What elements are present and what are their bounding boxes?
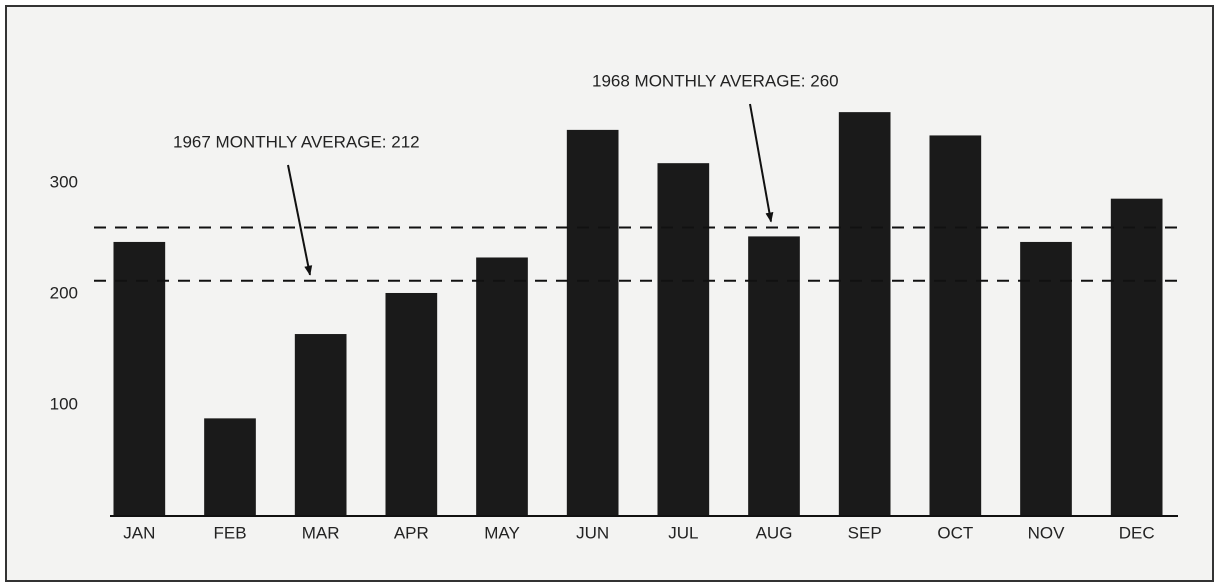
x-tick-label: JUN (576, 523, 609, 542)
y-tick-label: 300 (50, 173, 78, 192)
bar (476, 257, 528, 516)
annotation: 1968 MONTHLY AVERAGE: 260 (592, 71, 839, 90)
bar (566, 129, 619, 516)
bar (838, 112, 891, 516)
x-tick-label: MAY (484, 523, 520, 542)
x-tick-label: APR (394, 523, 429, 542)
x-tick-label: NOV (1028, 523, 1066, 542)
x-tick-label: SEP (848, 523, 882, 542)
bar (929, 135, 982, 516)
bar (204, 418, 256, 516)
bar (1110, 198, 1163, 516)
bar (113, 241, 166, 516)
bar (385, 292, 438, 516)
bar (657, 163, 710, 516)
bar (294, 334, 347, 516)
y-tick-label: 200 (50, 284, 78, 303)
annotation-arrow (287, 164, 313, 276)
x-tick-label: DEC (1119, 523, 1155, 542)
x-tick-label: OCT (937, 523, 973, 542)
x-tick-label: AUG (756, 523, 793, 542)
annotation: 1967 MONTHLY AVERAGE: 212 (173, 132, 420, 151)
x-tick-label: JUL (668, 523, 698, 542)
x-tick-label: JAN (123, 523, 155, 542)
bar (1020, 241, 1072, 516)
x-tick-label: MAR (302, 523, 340, 542)
bar (748, 236, 800, 516)
x-tick-label: FEB (213, 523, 246, 542)
y-tick-label: 100 (50, 395, 78, 414)
annotation-arrow (749, 103, 774, 223)
